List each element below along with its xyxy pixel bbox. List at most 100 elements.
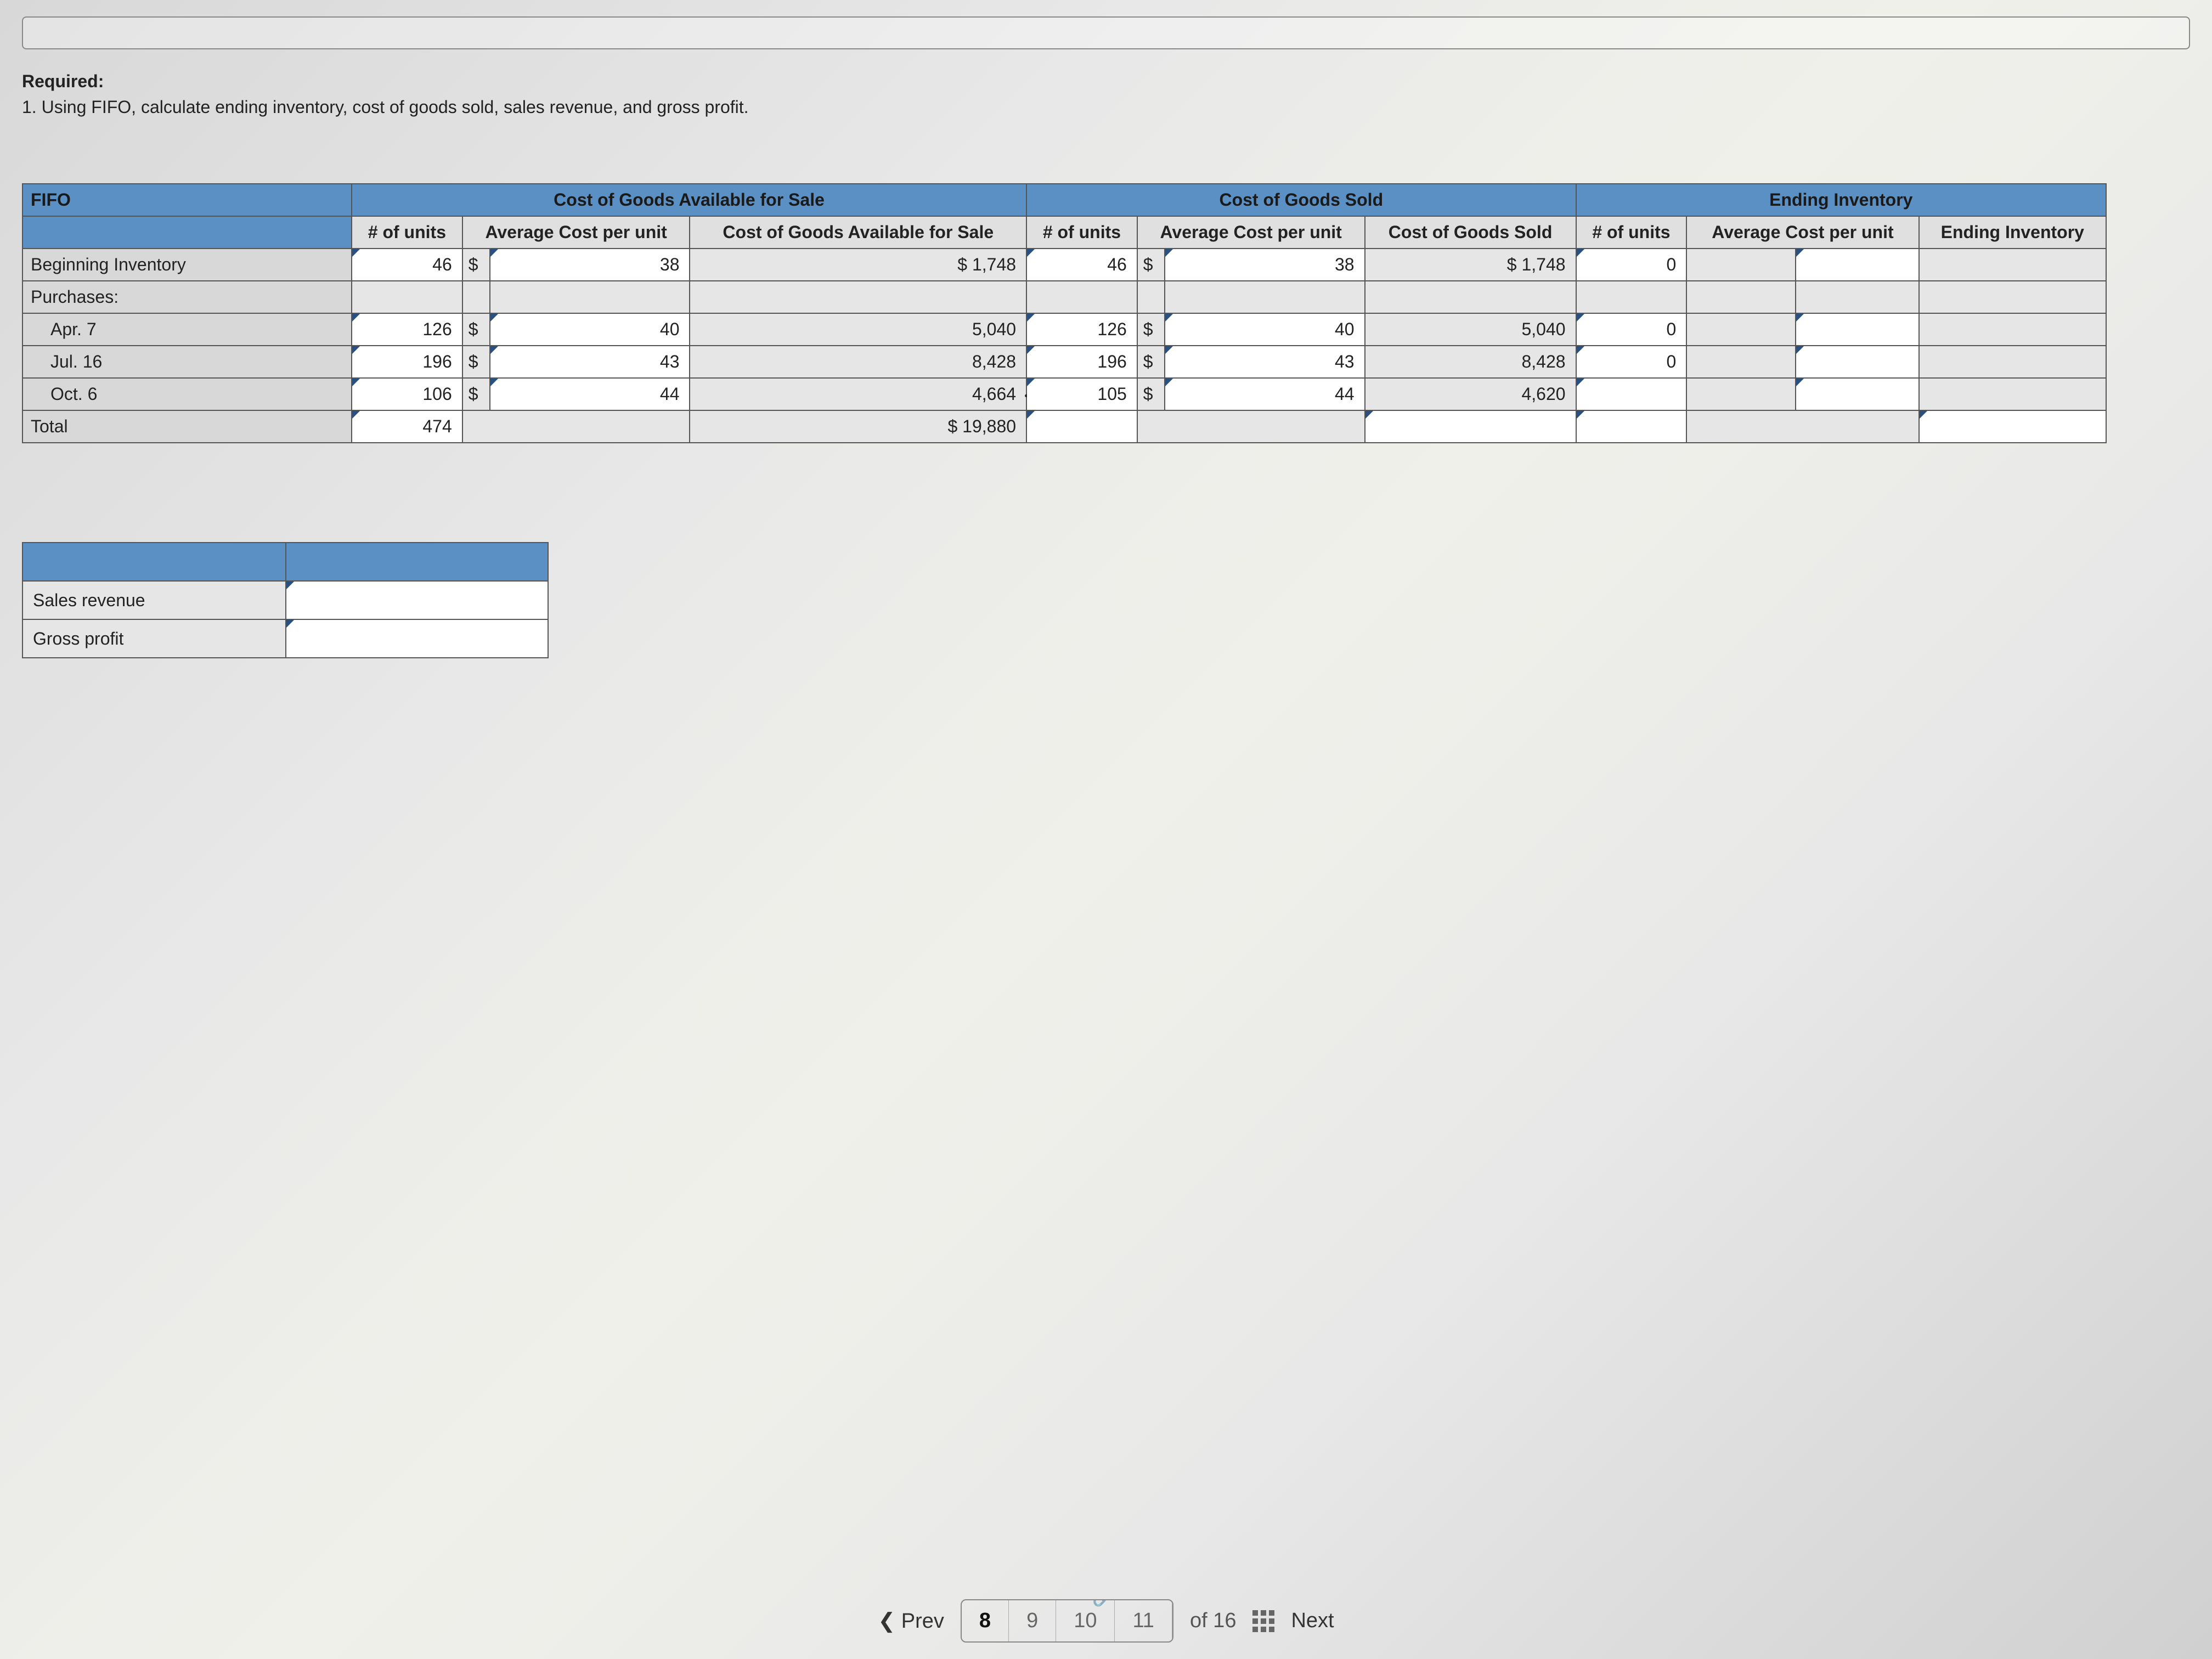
data-cell[interactable]: 196 <box>352 346 462 378</box>
data-cell[interactable] <box>1796 378 1919 410</box>
data-cell[interactable]: 196 <box>1026 346 1137 378</box>
data-cell: $ <box>1137 346 1165 378</box>
sales-revenue-label: Sales revenue <box>22 581 286 619</box>
data-cell[interactable]: 126 <box>1026 313 1137 346</box>
sub-units-a: # of units <box>352 216 462 249</box>
sub-avgcost-e: Average Cost per unit <box>1686 216 1918 249</box>
data-cell[interactable]: 46 <box>1026 249 1137 281</box>
total-cell[interactable]: 474 <box>352 410 462 443</box>
data-cell[interactable]: 126 <box>352 313 462 346</box>
data-cell: 5,040 <box>1365 313 1576 346</box>
group-header-ei: Ending Inventory <box>1576 184 2106 216</box>
method-header: FIFO <box>22 184 352 216</box>
page-strip: 🔗 8 9 10 11 <box>961 1599 1173 1643</box>
data-cell <box>1686 378 1795 410</box>
row-label: Oct. 6 <box>22 378 352 410</box>
data-cell[interactable]: 40 <box>490 313 690 346</box>
sub-avgcost-a: Average Cost per unit <box>462 216 690 249</box>
summary-blank-header-1 <box>22 543 286 581</box>
total-cell[interactable] <box>1576 410 1687 443</box>
data-cell[interactable]: 38 <box>1165 249 1365 281</box>
total-cell[interactable] <box>1026 410 1137 443</box>
data-cell <box>1686 313 1795 346</box>
page-11[interactable]: 11 <box>1115 1600 1172 1641</box>
link-icon: 🔗 <box>1092 1599 1113 1607</box>
empty-cell <box>1137 281 1165 313</box>
data-cell: $ 1,748 <box>690 249 1026 281</box>
fifo-table: FIFO Cost of Goods Available for Sale Co… <box>22 183 2107 443</box>
data-cell[interactable]: 38 <box>490 249 690 281</box>
prev-link[interactable]: ❮ Prev <box>878 1609 944 1633</box>
total-cell: $ 19,880 <box>690 410 1026 443</box>
data-cell: $ <box>462 378 490 410</box>
data-cell: 4,620 <box>1365 378 1576 410</box>
data-cell[interactable]: 0 <box>1576 346 1687 378</box>
question-text: 1. Using FIFO, calculate ending inventor… <box>22 97 2190 117</box>
data-cell[interactable]: 105 <box>1026 378 1137 410</box>
data-cell: 8,428 <box>1365 346 1576 378</box>
empty-cell <box>352 281 462 313</box>
gross-profit-label: Gross profit <box>22 619 286 658</box>
data-cell[interactable]: 43 <box>1165 346 1365 378</box>
data-cell[interactable] <box>1796 346 1919 378</box>
data-cell: $ <box>462 249 490 281</box>
empty-cell <box>1919 281 2106 313</box>
data-cell <box>1919 249 2106 281</box>
empty-cell <box>1796 281 1919 313</box>
data-cell[interactable]: 106 <box>352 378 462 410</box>
data-cell[interactable] <box>1796 249 1919 281</box>
sub-units-e: # of units <box>1576 216 1687 249</box>
data-cell[interactable]: 44 <box>490 378 690 410</box>
prev-label: Prev <box>901 1610 944 1633</box>
data-cell: 4,664✥ <box>690 378 1026 410</box>
data-cell[interactable]: 44 <box>1165 378 1365 410</box>
page-8[interactable]: 8 <box>962 1600 1009 1641</box>
group-header-cogas: Cost of Goods Available for Sale <box>352 184 1026 216</box>
total-cell[interactable] <box>1365 410 1576 443</box>
footer-nav: ❮ Prev 🔗 8 9 10 11 of 16 Next <box>0 1599 2212 1643</box>
gross-profit-input[interactable] <box>286 619 548 658</box>
empty-cell <box>462 281 490 313</box>
data-cell <box>1919 313 2106 346</box>
chevron-left-icon: ❮ <box>878 1610 895 1633</box>
data-cell <box>1686 249 1795 281</box>
data-cell: 5,040 <box>690 313 1026 346</box>
data-cell: $ <box>462 313 490 346</box>
data-cell: $ 1,748 <box>1365 249 1576 281</box>
total-cell <box>1137 410 1365 443</box>
row-label: Jul. 16 <box>22 346 352 378</box>
data-cell <box>1686 346 1795 378</box>
data-cell[interactable]: 0 <box>1576 249 1687 281</box>
empty-cell <box>1686 281 1795 313</box>
row-label: Apr. 7 <box>22 313 352 346</box>
data-cell[interactable]: 0 <box>1576 313 1687 346</box>
data-cell[interactable] <box>1796 313 1919 346</box>
data-cell: $ <box>1137 378 1165 410</box>
total-cell[interactable] <box>1919 410 2106 443</box>
of-pages: of 16 <box>1190 1609 1237 1633</box>
sub-ei: Ending Inventory <box>1919 216 2106 249</box>
next-label: Next <box>1291 1609 1334 1632</box>
total-cell <box>462 410 690 443</box>
data-cell[interactable]: 43 <box>490 346 690 378</box>
grid-icon[interactable] <box>1252 1610 1274 1632</box>
context-box <box>22 16 2190 49</box>
blank-header <box>22 216 352 249</box>
sub-units-c: # of units <box>1026 216 1137 249</box>
data-cell: $ <box>462 346 490 378</box>
page-9[interactable]: 9 <box>1009 1600 1056 1641</box>
total-cell <box>1686 410 1918 443</box>
next-link[interactable]: Next <box>1291 1609 1334 1633</box>
sales-revenue-input[interactable] <box>286 581 548 619</box>
required-label: Required: <box>22 71 2190 92</box>
row-label: Purchases: <box>22 281 352 313</box>
data-cell[interactable] <box>1576 378 1687 410</box>
row-label: Total <box>22 410 352 443</box>
data-cell[interactable]: 46 <box>352 249 462 281</box>
empty-cell <box>690 281 1026 313</box>
group-header-cogs: Cost of Goods Sold <box>1026 184 1576 216</box>
empty-cell <box>1365 281 1576 313</box>
data-cell <box>1919 378 2106 410</box>
data-cell: 8,428 <box>690 346 1026 378</box>
data-cell[interactable]: 40 <box>1165 313 1365 346</box>
